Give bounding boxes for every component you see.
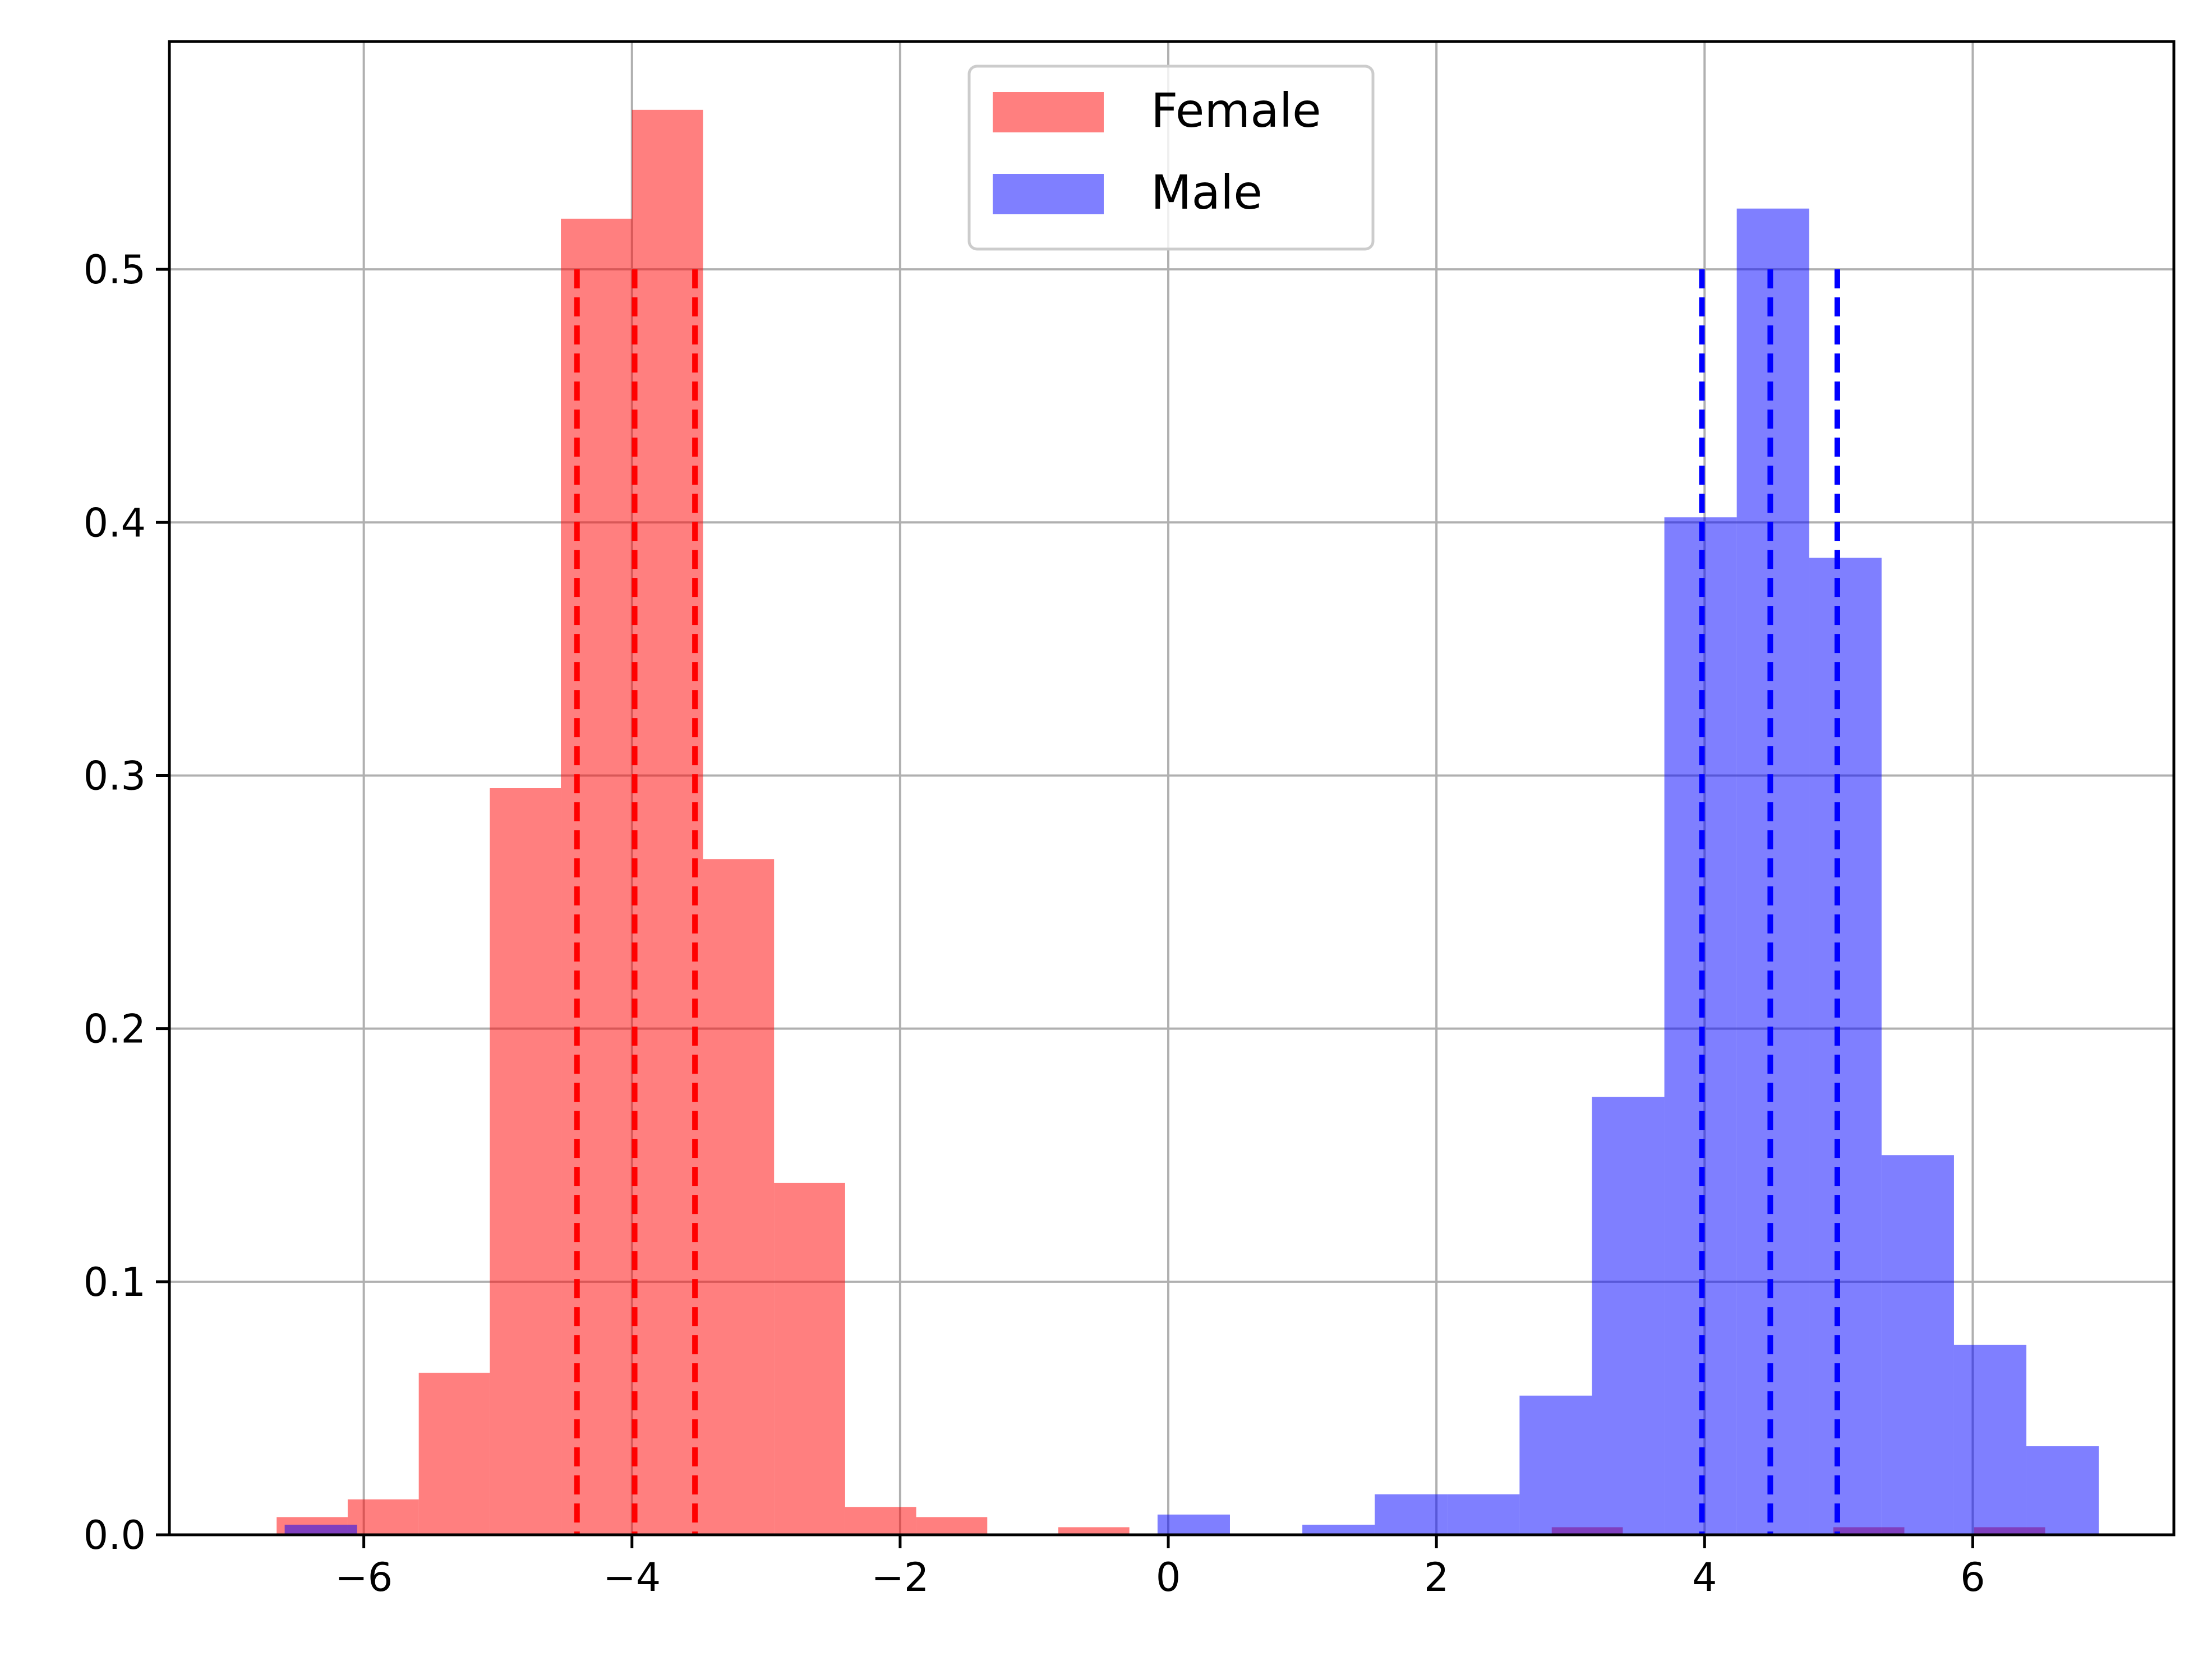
y-tick-label: 0.5	[84, 247, 146, 293]
bar-male	[284, 1524, 357, 1535]
legend-swatch-female	[993, 92, 1104, 132]
x-tick-label: −4	[603, 1554, 661, 1600]
x-tick-label: 6	[1960, 1554, 1985, 1600]
bar-female	[418, 1373, 490, 1535]
x-tick-label: −6	[335, 1554, 393, 1600]
y-tick-label: 0.2	[84, 1006, 146, 1052]
bar-male	[1592, 1097, 1665, 1535]
y-tick-label: 0.4	[84, 500, 146, 546]
ticks: −6 −4 −2 0 2 4 6 0.0 0.1 0.2 0.3 0.4 0.5	[84, 247, 1985, 1600]
bar-female	[703, 859, 775, 1535]
bar-female	[774, 1183, 845, 1535]
bars	[276, 109, 2099, 1535]
legend: Female Male	[967, 65, 1375, 251]
bar-male	[1953, 1345, 2027, 1535]
x-tick-label: 4	[1692, 1554, 1717, 1600]
bar-male	[1881, 1155, 1954, 1535]
bar-male	[1447, 1494, 1520, 1535]
x-tick-label: 0	[1156, 1554, 1181, 1600]
bar-male	[1157, 1514, 1230, 1535]
x-tick-label: −2	[871, 1554, 929, 1600]
bar-male	[1302, 1524, 1375, 1535]
bar-female	[916, 1517, 988, 1535]
bar-male	[1375, 1494, 1448, 1535]
bar-female	[632, 109, 703, 1535]
bar-male	[2026, 1446, 2099, 1535]
reference-lines	[574, 269, 1840, 1535]
y-tick-label: 0.3	[84, 753, 146, 799]
legend-label-female: Female	[1151, 83, 1321, 138]
bar-male	[1519, 1395, 1592, 1535]
legend-label-male: Male	[1151, 165, 1262, 220]
y-tick-label: 0.1	[84, 1259, 146, 1305]
axes-frame	[168, 40, 2176, 1536]
bar-female	[490, 788, 561, 1535]
legend-swatch-male	[993, 174, 1104, 214]
y-tick-label: 0.0	[84, 1512, 146, 1558]
bar-female	[1058, 1527, 1130, 1535]
bar-male	[1809, 558, 1882, 1535]
bar-female	[561, 218, 632, 1535]
bar-female	[845, 1507, 916, 1535]
x-tick-label: 2	[1424, 1554, 1449, 1600]
bar-female	[347, 1499, 419, 1535]
